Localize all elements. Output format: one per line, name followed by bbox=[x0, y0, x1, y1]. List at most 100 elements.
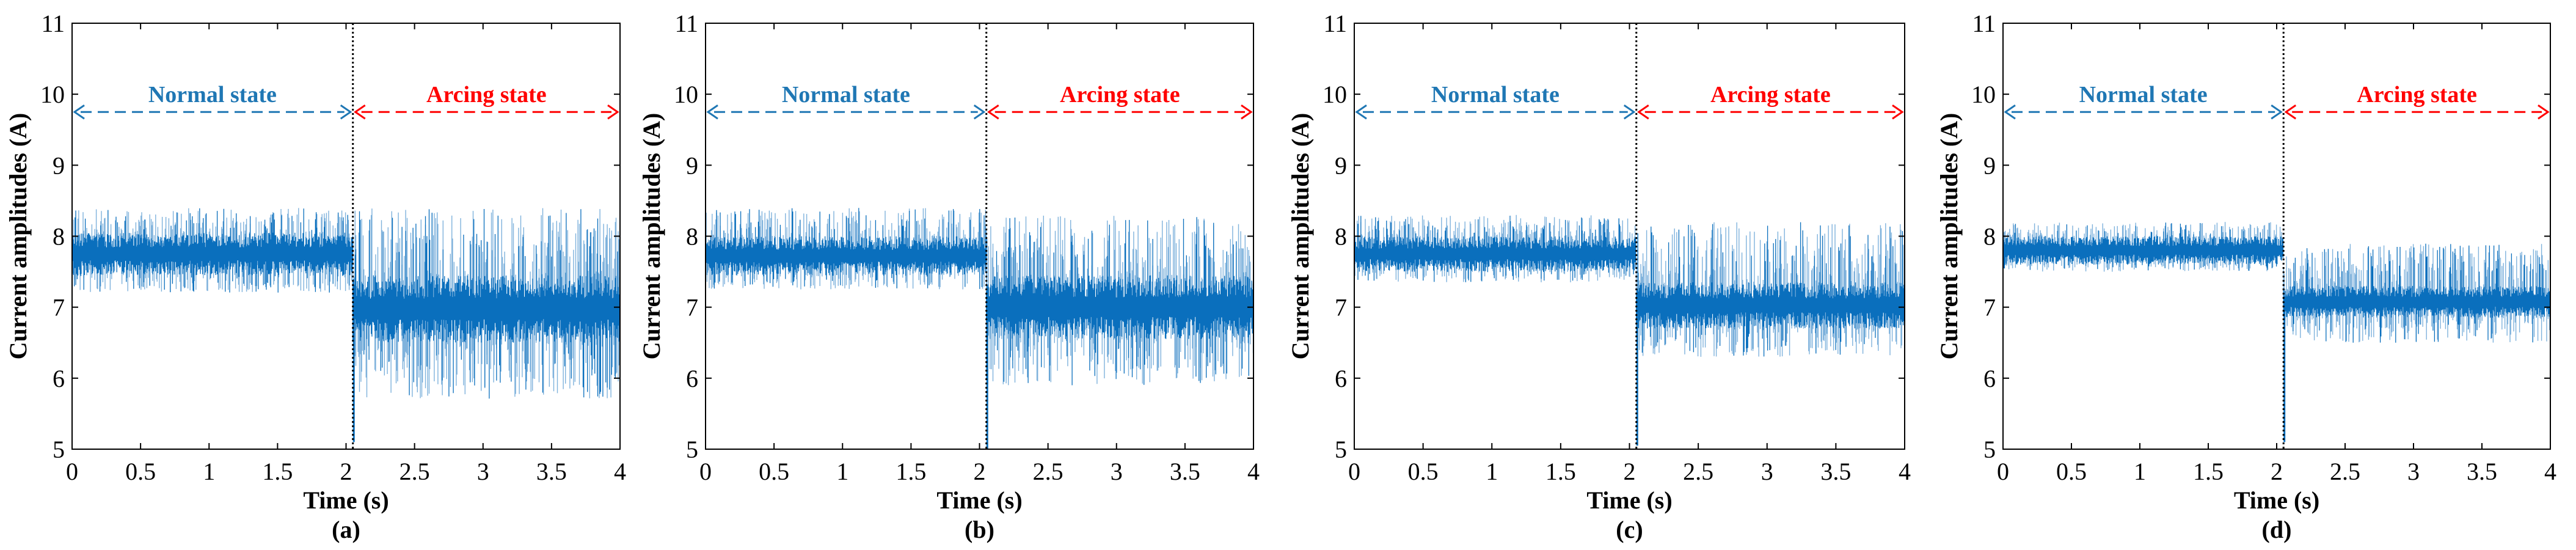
x-tick-label: 0 bbox=[66, 458, 78, 485]
y-tick-label: 5 bbox=[53, 436, 65, 463]
y-tick-label: 6 bbox=[686, 365, 698, 392]
panel-label: (b) bbox=[965, 516, 994, 543]
signal-trace bbox=[72, 208, 620, 442]
signal-core-normal bbox=[1354, 216, 1636, 282]
y-tick-label: 7 bbox=[53, 294, 65, 321]
chart-panel-d: Normal state Arcing state 0 0.5 1 1.5 2 2.5 3 3.5… bbox=[1930, 0, 2576, 550]
x-tick-label: 1.5 bbox=[1545, 458, 1576, 485]
x-tick-label: 2.5 bbox=[2330, 458, 2360, 485]
x-tick-label: 0 bbox=[1997, 458, 2009, 485]
y-tick-label: 9 bbox=[53, 152, 65, 179]
y-axis-title: Current amplitudes (A) bbox=[1286, 113, 1314, 360]
x-tick-label: 1 bbox=[836, 458, 848, 485]
state-label: Normal state bbox=[148, 82, 277, 108]
x-tick-label: 1 bbox=[1486, 458, 1498, 485]
normal-state-annotation: Normal state bbox=[2004, 82, 2283, 120]
y-tick-label: 5 bbox=[1335, 436, 1347, 463]
normal-state-annotation: Normal state bbox=[1355, 82, 1636, 120]
y-tick-label: 10 bbox=[1971, 81, 1996, 108]
y-tick-label: 9 bbox=[686, 152, 698, 179]
x-tick-label: 4 bbox=[1899, 458, 1911, 485]
state-label: Normal state bbox=[2079, 82, 2208, 108]
panel-label: (a) bbox=[332, 516, 360, 543]
y-tick-label: 7 bbox=[1983, 294, 1996, 321]
y-tick-label: 10 bbox=[40, 81, 65, 108]
x-tick-label: 1.5 bbox=[896, 458, 926, 485]
arcing-state-annotation: Arcing state bbox=[1637, 82, 1904, 120]
chart-svg: Normal state Arcing state 0 0.5 1 1.5 2 2.5 3 3.5… bbox=[4, 10, 626, 543]
y-tick-label: 11 bbox=[674, 10, 698, 37]
state-label: Arcing state bbox=[1060, 82, 1180, 108]
arcing-state-annotation: Arcing state bbox=[2284, 82, 2550, 120]
x-tick-label: 0.5 bbox=[125, 458, 156, 485]
x-tick-label: 4 bbox=[1247, 458, 1260, 485]
y-tick-label: 11 bbox=[41, 10, 65, 37]
normal-state-annotation: Normal state bbox=[706, 82, 986, 120]
y-tick-label: 11 bbox=[1323, 10, 1347, 37]
signal-trace bbox=[1354, 215, 1905, 446]
x-tick-label: 4 bbox=[614, 458, 626, 485]
x-tick-label: 1.5 bbox=[262, 458, 293, 485]
signal-trace bbox=[706, 208, 1253, 449]
arcing-state-annotation: Arcing state bbox=[354, 82, 619, 120]
signal-core-normal bbox=[2003, 222, 2284, 271]
arcing-state-annotation: Arcing state bbox=[987, 82, 1253, 120]
y-tick-label: 8 bbox=[686, 223, 698, 251]
signal-core-normal bbox=[706, 208, 987, 289]
panel-label: (d) bbox=[2262, 516, 2292, 543]
y-tick-label: 7 bbox=[686, 294, 698, 321]
y-tick-label: 5 bbox=[686, 436, 698, 463]
x-tick-label: 1 bbox=[2134, 458, 2146, 485]
state-label: Arcing state bbox=[2357, 82, 2477, 108]
y-tick-label: 5 bbox=[1983, 436, 1996, 463]
x-tick-label: 3.5 bbox=[1170, 458, 1200, 485]
chart-svg: Normal state Arcing state 0 0.5 1 1.5 2 2.5 3 3.5… bbox=[638, 10, 1260, 543]
y-tick-label: 7 bbox=[1335, 294, 1347, 321]
chart-panel-a: Normal state Arcing state 0 0.5 1 1.5 2 2.5 3 3.5… bbox=[0, 0, 641, 550]
y-axis-title: Current amplitudes (A) bbox=[638, 113, 665, 360]
y-tick-label: 9 bbox=[1983, 152, 1996, 179]
x-tick-label: 0.5 bbox=[2056, 458, 2087, 485]
y-tick-label: 10 bbox=[674, 81, 698, 108]
x-tick-label: 2 bbox=[340, 458, 352, 485]
x-tick-label: 0 bbox=[1348, 458, 1360, 485]
x-tick-label: 3 bbox=[477, 458, 489, 485]
x-tick-label: 2 bbox=[974, 458, 986, 485]
y-axis-title: Current amplitudes (A) bbox=[4, 113, 32, 360]
y-tick-label: 6 bbox=[53, 365, 65, 392]
panel-label: (c) bbox=[1616, 516, 1643, 543]
x-tick-label: 3 bbox=[2407, 458, 2420, 485]
chart-panel-b: Normal state Arcing state 0 0.5 1 1.5 2 2.5 3 3.5… bbox=[638, 0, 1283, 550]
x-axis-title: Time (s) bbox=[2234, 486, 2319, 514]
x-tick-label: 2.5 bbox=[400, 458, 430, 485]
y-axis-title: Current amplitudes (A) bbox=[1935, 113, 1963, 360]
y-tick-label: 8 bbox=[1983, 223, 1996, 251]
x-tick-label: 3.5 bbox=[536, 458, 567, 485]
chart-panel-c: Normal state Arcing state 0 0.5 1 1.5 2 2.5 3 3.5… bbox=[1283, 0, 1930, 550]
y-tick-label: 6 bbox=[1335, 365, 1347, 392]
x-tick-label: 2.5 bbox=[1033, 458, 1064, 485]
chart-svg: Normal state Arcing state 0 0.5 1 1.5 2 2.5 3 3.5… bbox=[1286, 10, 1911, 543]
x-tick-label: 3 bbox=[1111, 458, 1123, 485]
x-axis-title: Time (s) bbox=[936, 486, 1022, 514]
x-tick-label: 4 bbox=[2544, 458, 2556, 485]
x-tick-label: 3.5 bbox=[2467, 458, 2497, 485]
signal-trace bbox=[2003, 222, 2550, 442]
x-tick-label: 0.5 bbox=[1408, 458, 1439, 485]
x-tick-label: 1.5 bbox=[2193, 458, 2224, 485]
x-tick-label: 0.5 bbox=[759, 458, 789, 485]
state-label: Normal state bbox=[782, 82, 910, 108]
x-tick-label: 2.5 bbox=[1683, 458, 1713, 485]
x-tick-label: 3.5 bbox=[1820, 458, 1851, 485]
y-tick-label: 6 bbox=[1983, 365, 1996, 392]
x-tick-label: 3 bbox=[1761, 458, 1773, 485]
state-label: Arcing state bbox=[426, 82, 547, 108]
y-tick-label: 10 bbox=[1323, 81, 1347, 108]
signal-core-normal bbox=[72, 208, 354, 293]
x-tick-label: 2 bbox=[1624, 458, 1636, 485]
x-tick-label: 2 bbox=[2271, 458, 2283, 485]
state-label: Normal state bbox=[1431, 82, 1560, 108]
x-tick-label: 0 bbox=[699, 458, 712, 485]
chart-svg: Normal state Arcing state 0 0.5 1 1.5 2 2.5 3 3.5… bbox=[1935, 10, 2556, 543]
